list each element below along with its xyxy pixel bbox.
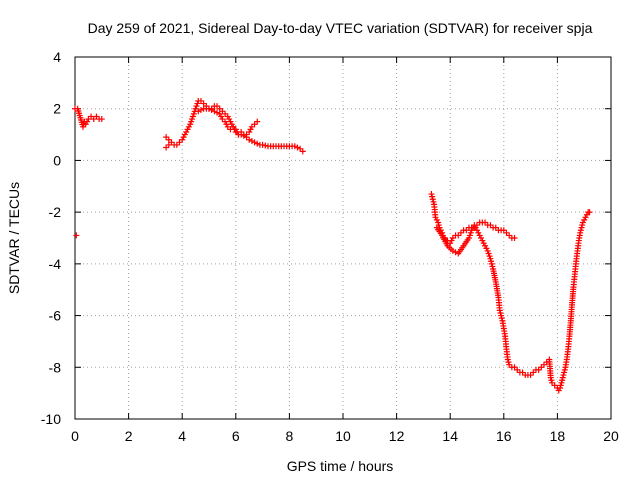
x-tick-label: 18	[550, 428, 566, 444]
data-point	[208, 107, 215, 114]
grid-layer	[75, 57, 611, 419]
y-tick-label: -2	[49, 204, 62, 220]
data-point	[195, 108, 202, 115]
data-point	[248, 138, 255, 145]
y-tick-label: -4	[49, 256, 62, 272]
data-point	[211, 108, 218, 115]
y-tick-label: -6	[49, 308, 62, 324]
y-axis-label: SDTVAR / TECUs	[6, 182, 22, 294]
series-layer	[72, 97, 593, 394]
data-point	[449, 247, 456, 254]
x-axis-label: GPS time / hours	[287, 458, 394, 474]
series-sdtvar	[72, 97, 593, 394]
data-point	[299, 148, 306, 155]
data-point	[452, 249, 459, 256]
x-tick-label: 10	[335, 428, 351, 444]
data-point	[511, 235, 518, 241]
data-point	[197, 107, 204, 114]
data-point	[291, 143, 298, 150]
x-axis: 0 2 4 6 8 10 12 14 16 18 20	[71, 57, 619, 444]
y-axis: 4 2 0 -2 -4 -6 -8 -10	[41, 49, 611, 427]
data-point	[262, 142, 269, 149]
data-point	[259, 141, 266, 148]
x-tick-label: 6	[232, 428, 240, 444]
data-point	[214, 109, 221, 116]
x-tick-label: 0	[71, 428, 79, 444]
data-point	[254, 140, 261, 147]
data-point	[254, 118, 261, 125]
x-tick-label: 12	[389, 428, 405, 444]
data-point	[73, 232, 80, 239]
data-point	[98, 116, 105, 123]
data-point	[294, 144, 301, 151]
x-tick-label: 2	[125, 428, 133, 444]
chart-title: Day 259 of 2021, Sidereal Day-to-day VTE…	[88, 20, 593, 36]
data-point	[586, 209, 593, 216]
x-tick-label: 14	[442, 428, 458, 444]
x-tick-label: 20	[603, 428, 619, 444]
y-tick-label: 0	[53, 152, 61, 168]
data-point	[206, 105, 212, 112]
data-point	[246, 136, 253, 143]
y-tick-label: -10	[41, 411, 61, 427]
y-tick-label: 4	[53, 49, 61, 65]
y-tick-label: 2	[53, 101, 61, 117]
y-tick-label: -8	[49, 359, 62, 375]
data-point	[165, 141, 172, 148]
x-tick-label: 4	[178, 428, 186, 444]
x-tick-label: 8	[286, 428, 294, 444]
x-tick-label: 16	[496, 428, 512, 444]
data-point	[251, 139, 258, 146]
